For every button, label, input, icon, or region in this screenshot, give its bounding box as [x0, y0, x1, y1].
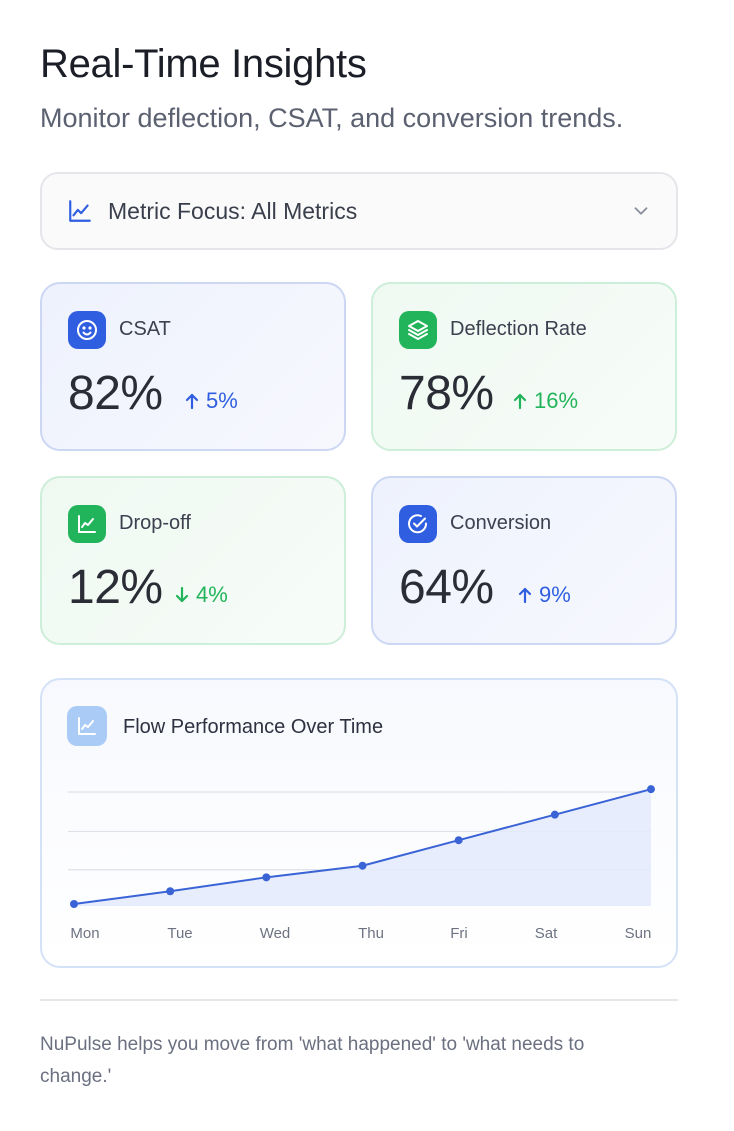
chart-point-fri: [454, 836, 463, 845]
metric-name: CSAT: [119, 318, 171, 340]
metric-value: 78%: [399, 367, 494, 420]
metric-focus-label: Metric Focus: All Metrics: [108, 197, 358, 224]
x-tick-label: Fri: [450, 925, 468, 942]
metric-card-conversion[interactable]: Conversion 64% 9%: [371, 476, 677, 645]
line-chart-icon: [66, 197, 94, 225]
smile-icon: [68, 311, 106, 349]
metric-value: 82%: [68, 367, 163, 420]
x-tick-label: Sun: [625, 925, 652, 942]
arrow-up-icon: [518, 587, 532, 604]
arrow-up-icon: [513, 393, 527, 410]
metric-card-drop-off[interactable]: Drop-off 12% 4%: [40, 476, 346, 645]
metric-focus-dropdown[interactable]: Metric Focus: All Metrics: [40, 172, 678, 250]
metric-delta: 5%: [184, 388, 238, 414]
metric-delta-value: 5%: [206, 388, 238, 413]
x-tick-label: Thu: [358, 925, 384, 942]
page-title: Real-Time Insights: [40, 42, 367, 86]
flow-performance-chart-card: Flow Performance Over Time Mon Tue Wed Thu F…: [40, 678, 678, 968]
chart-point-wed: [262, 873, 271, 882]
line-chart-icon: [68, 505, 106, 543]
x-tick-label: Mon: [70, 925, 99, 942]
metric-value: 64%: [399, 561, 494, 614]
page-subtitle: Monitor deflection, CSAT, and conversion…: [40, 103, 624, 133]
metric-card-deflection-rate[interactable]: Deflection Rate 78% 16%: [371, 282, 677, 451]
metric-name: Deflection Rate: [450, 318, 587, 340]
metric-delta-value: 9%: [539, 582, 571, 607]
metric-delta-value: 4%: [196, 582, 228, 607]
metric-name: Drop-off: [119, 512, 191, 534]
metric-value: 12%: [68, 561, 163, 614]
metric-name: Conversion: [450, 512, 552, 534]
metric-delta: 16%: [512, 388, 578, 414]
layers-icon: [399, 311, 437, 349]
arrow-down-icon: [175, 586, 189, 603]
x-tick-label: Tue: [167, 925, 192, 942]
chart-point-sun: [647, 785, 655, 794]
chart-point-tue: [166, 887, 175, 896]
check-badge-icon: [399, 505, 437, 543]
chevron-down-icon: [630, 200, 652, 222]
metric-delta: 4%: [174, 582, 228, 608]
chart-title: Flow Performance Over Time: [123, 716, 384, 738]
metric-delta: 9%: [517, 582, 571, 608]
chart-point-mon: [70, 900, 78, 908]
divider: [40, 999, 678, 1001]
footer-note: NuPulse helps you move from 'what happen…: [40, 1034, 585, 1087]
metric-delta-value: 16%: [534, 388, 579, 413]
x-tick-label: Sat: [535, 925, 558, 942]
metric-card-csat[interactable]: CSAT 82% 5%: [40, 282, 346, 451]
arrow-up-icon: [185, 393, 199, 410]
line-chart-icon: [67, 706, 107, 746]
x-tick-label: Wed: [260, 925, 291, 942]
chart-area-fill: [74, 789, 651, 906]
chart-point-sat: [550, 810, 559, 819]
chart-point-thu: [358, 861, 367, 870]
flow-performance-chart: Mon Tue Wed Thu Fri Sat Sun: [68, 785, 655, 942]
